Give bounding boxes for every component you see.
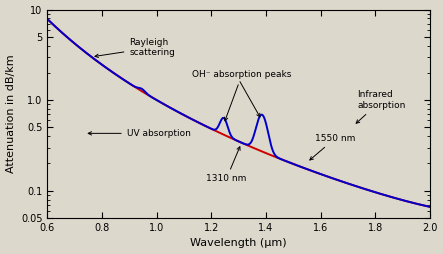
Text: 1310 nm: 1310 nm bbox=[206, 147, 246, 183]
Text: Infrared
absorption: Infrared absorption bbox=[356, 90, 406, 123]
Text: 1550 nm: 1550 nm bbox=[310, 134, 355, 160]
Y-axis label: Attenuation in dB/km: Attenuation in dB/km bbox=[6, 54, 16, 173]
Text: OH⁻ absorption peaks: OH⁻ absorption peaks bbox=[192, 70, 291, 121]
Text: Rayleigh
scattering: Rayleigh scattering bbox=[95, 38, 175, 57]
X-axis label: Wavelength (μm): Wavelength (μm) bbox=[190, 239, 287, 248]
Text: UV absorption: UV absorption bbox=[127, 129, 190, 138]
